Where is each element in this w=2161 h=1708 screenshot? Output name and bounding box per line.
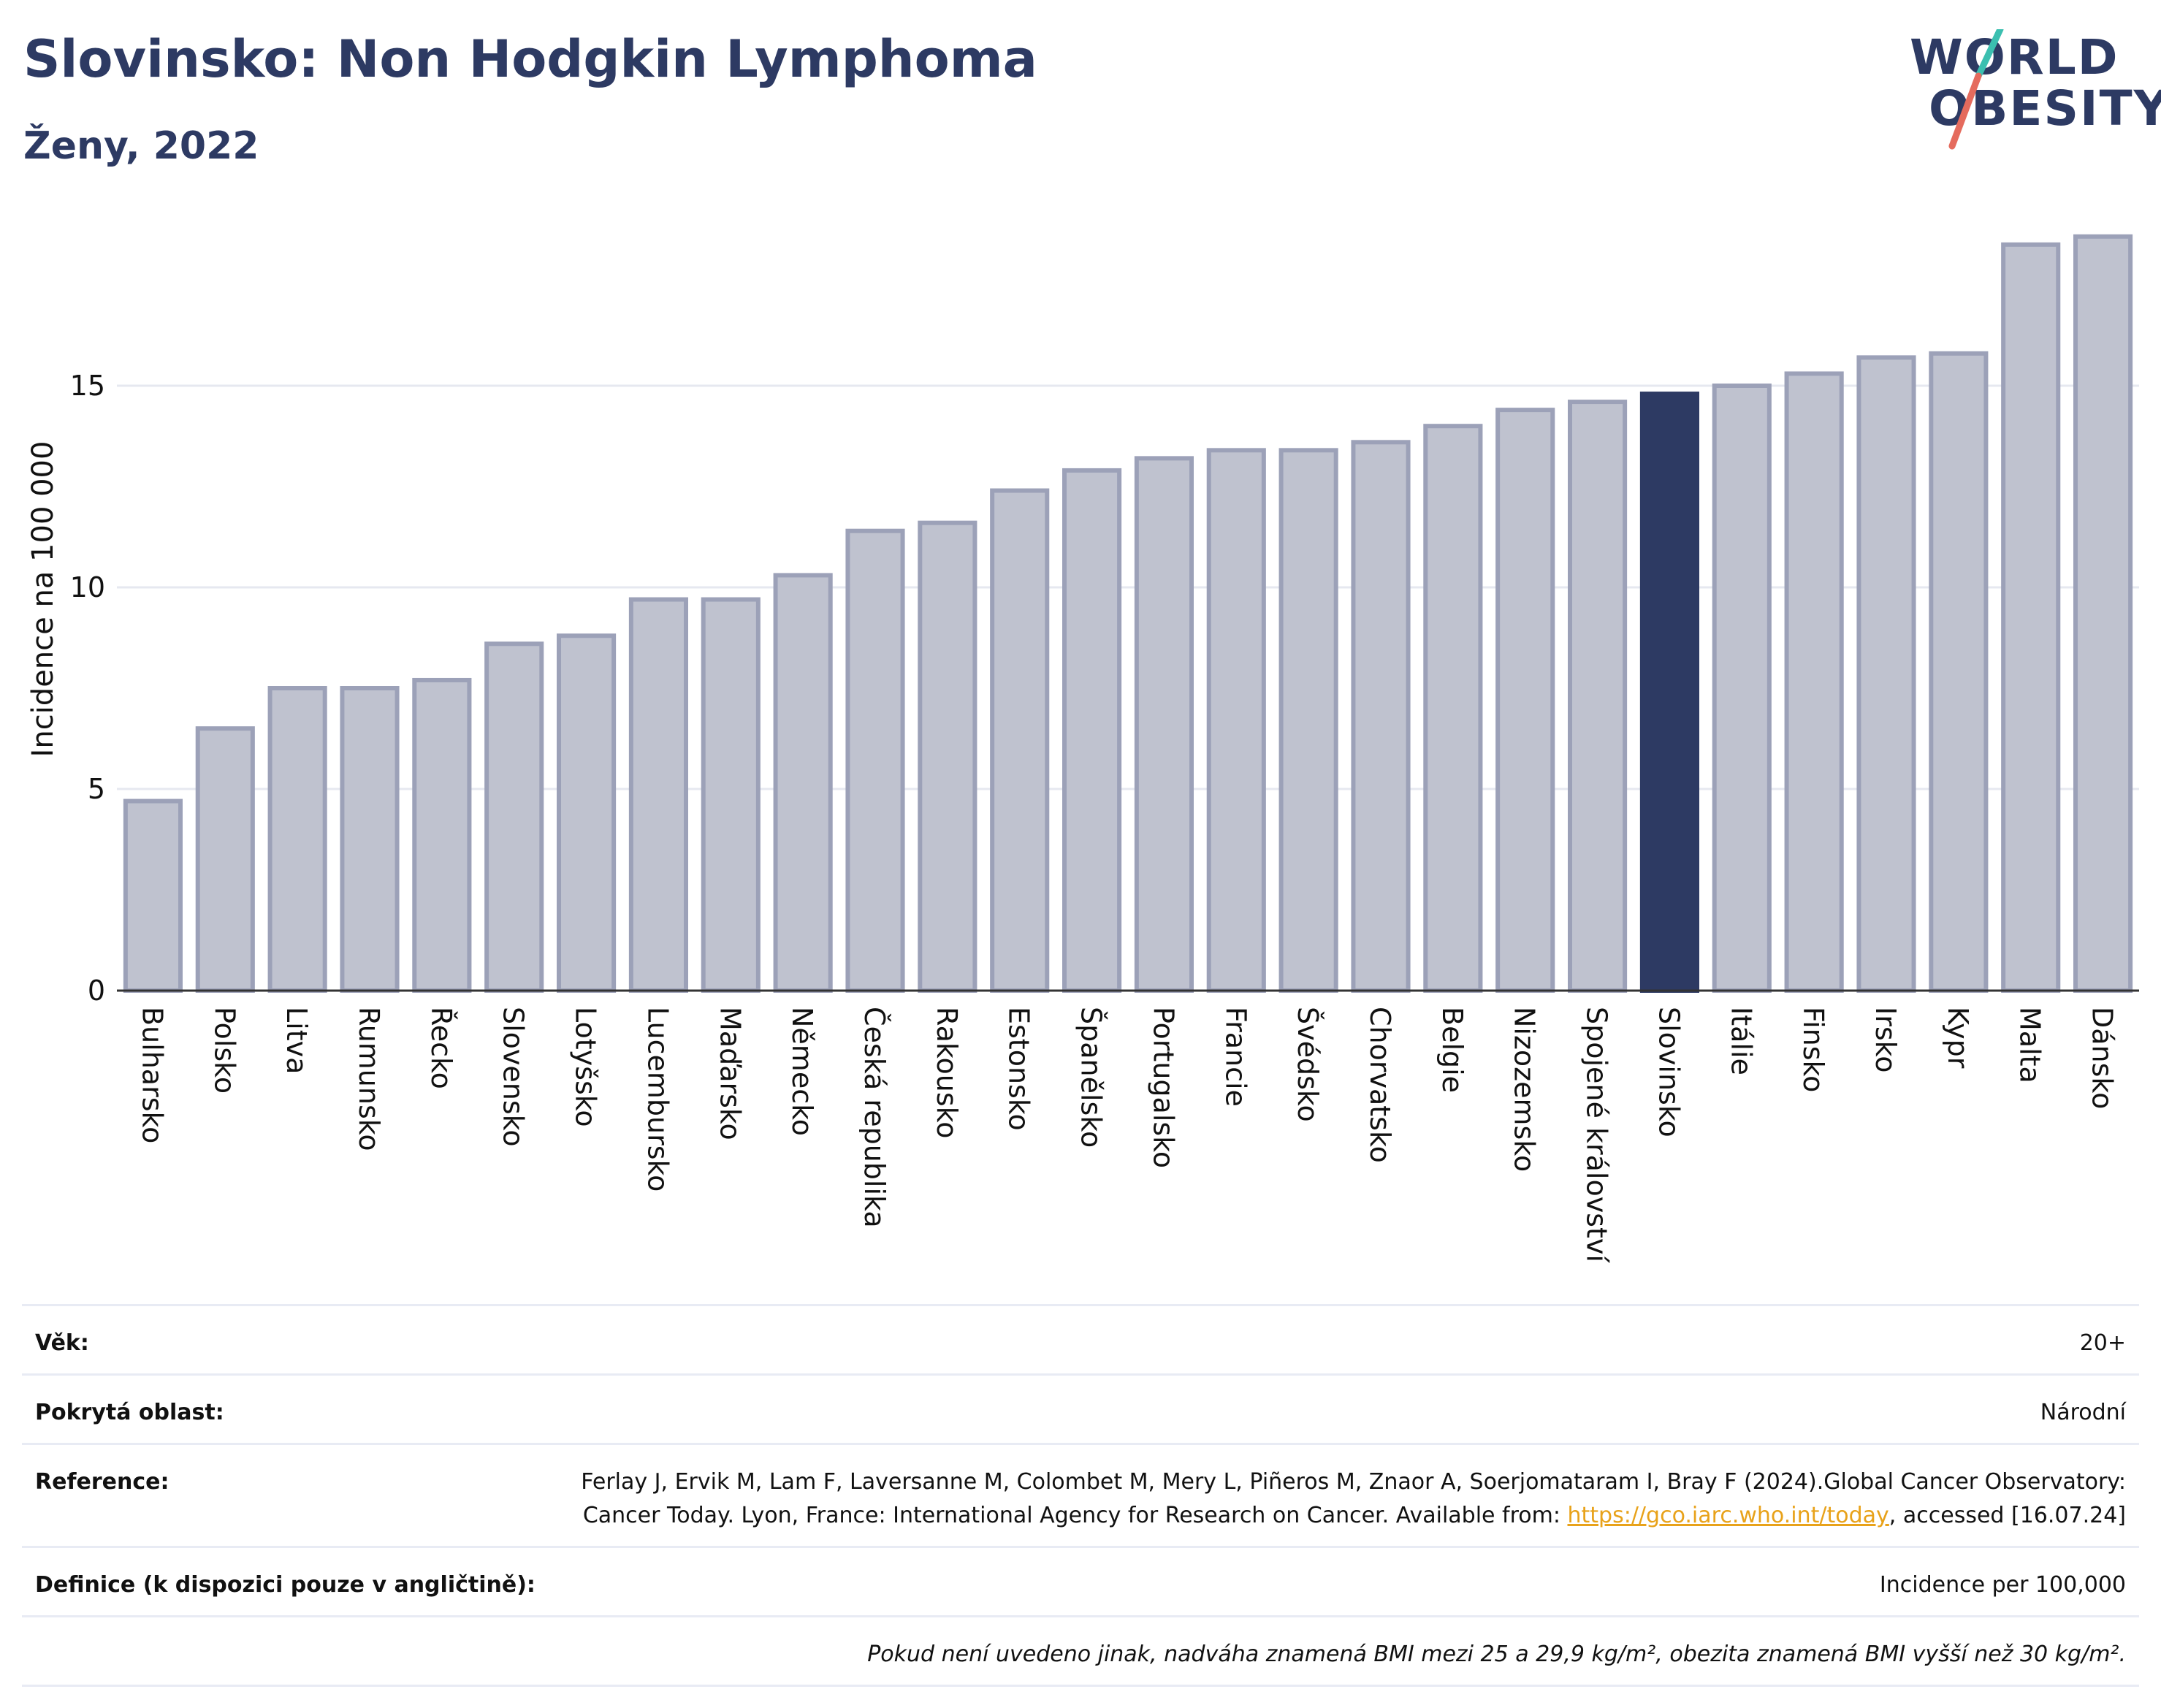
x-tick-label: Lucembursko: [641, 1007, 674, 1192]
bar-malta: [2001, 242, 2061, 993]
reference-accessed: , accessed [16.07.24]: [1889, 1503, 2126, 1528]
info-row-reference: Reference: Ferlay J, Ervik M, Lam F, Lav…: [22, 1443, 2139, 1546]
reference-text: Ferlay J, Ervik M, Lam F, Laversanne M, …: [581, 1469, 2126, 1528]
x-tick-label: Francie: [1219, 1007, 1251, 1107]
bar-chart: 0 5 10 15 Bulharsko Polsko Litva Rumunsko Řecko…: [26, 234, 2139, 1263]
logo-word-world: WORLD: [1910, 29, 2119, 85]
info-label-reference: Reference:: [35, 1469, 169, 1495]
chart-title: Slovinsko: Non Hodgkin Lymphoma: [23, 29, 1037, 89]
x-tick-label: Portugalsko: [1147, 1007, 1179, 1168]
bar-švédsko: [1278, 448, 1338, 993]
x-tick-label: Litva: [281, 1007, 313, 1074]
x-tick-label: Bulharsko: [136, 1007, 168, 1143]
info-table: Věk: 20+ Pokrytá oblast: Národní Referen…: [22, 1304, 2139, 1687]
y-tick-label: 5: [88, 773, 105, 805]
y-tick-label: 0: [88, 975, 105, 1007]
bar-bulharsko: [123, 798, 183, 994]
x-tick-label: Švédsko: [1292, 1007, 1324, 1122]
bar-dánsko: [2073, 234, 2133, 993]
x-tick-label: Itálie: [1725, 1007, 1757, 1075]
bar-nizozemsko: [1495, 408, 1555, 993]
info-value-coverage: Národní: [2040, 1400, 2126, 1425]
x-tick-label: Rumunsko: [353, 1007, 385, 1151]
x-tick-labels: Bulharsko Polsko Litva Rumunsko Řecko Slovens…: [136, 1007, 2118, 1263]
x-tick-label: Belgie: [1436, 1007, 1468, 1093]
bar-finsko: [1784, 371, 1844, 993]
x-tick-label: Dánsko: [2086, 1007, 2119, 1109]
bar-maďarsko: [701, 597, 761, 993]
y-tick-label: 10: [70, 571, 105, 603]
x-tick-label: Španělsko: [1075, 1007, 1108, 1148]
x-tick-label: Slovinsko: [1653, 1007, 1685, 1137]
x-tick-label: Německo: [786, 1007, 818, 1136]
bar-německo: [773, 573, 833, 993]
bar-slovinsko: [1639, 392, 1699, 993]
logo-slash-icon: [1948, 29, 2004, 150]
info-row-coverage: Pokrytá oblast: Národní: [22, 1373, 2139, 1443]
info-value-age: 20+: [2079, 1330, 2126, 1356]
x-tick-label: Maďarsko: [714, 1007, 746, 1140]
info-row-note: Pokud není uvedeno jinak, nadváha znamen…: [22, 1615, 2139, 1687]
bmi-note: Pokud není uvedeno jinak, nadváha znamen…: [867, 1642, 2126, 1667]
x-tick-label: Řecko: [425, 1007, 457, 1089]
bar-rumunsko: [340, 686, 400, 993]
y-tick-labels: 0 5 10 15: [70, 370, 105, 1007]
x-tick-label: Kypr: [1942, 1007, 1974, 1069]
x-tick-label: Estonsko: [1003, 1007, 1035, 1131]
y-tick-label: 15: [70, 370, 105, 402]
bar-španělsko: [1062, 468, 1122, 993]
x-tick-label: Malta: [2014, 1007, 2046, 1083]
bar-česká-republika: [845, 528, 905, 993]
bar-belgie: [1423, 424, 1483, 993]
y-axis-label: Incidence na 100 000: [26, 441, 60, 758]
x-tick-label: Polsko: [208, 1007, 240, 1094]
info-label-definition: Definice (k dispozici pouze v angličtině…: [35, 1572, 536, 1598]
bars: [117, 234, 2139, 994]
bar-rakousko: [918, 520, 977, 993]
chart-subtitle: Ženy, 2022: [23, 124, 259, 168]
bar-portugalsko: [1134, 456, 1194, 993]
x-tick-label: Česká republika: [858, 1007, 891, 1228]
bar-estonsko: [990, 488, 1050, 993]
x-tick-label: Chorvatsko: [1364, 1007, 1396, 1163]
reference-link[interactable]: https://gco.iarc.who.int/today: [1567, 1503, 1889, 1528]
bar-slovensko: [484, 641, 544, 994]
bar-řecko: [412, 677, 472, 994]
bar-itálie: [1712, 384, 1772, 993]
bar-polsko: [195, 726, 255, 993]
info-label-coverage: Pokrytá oblast:: [35, 1400, 224, 1425]
info-value-definition: Incidence per 100,000: [1879, 1572, 2126, 1598]
info-value-reference: Ferlay J, Ervik M, Lam F, Laversanne M, …: [519, 1465, 2126, 1533]
x-tick-label: Finsko: [1797, 1007, 1829, 1092]
world-obesity-logo: WORLD OBESITY: [1899, 29, 2161, 153]
x-tick-label: Spojené království: [1581, 1007, 1613, 1263]
x-tick-label: Nizozemsko: [1509, 1007, 1541, 1172]
info-row-age: Věk: 20+: [22, 1304, 2139, 1373]
x-tick-label: Rakousko: [931, 1007, 963, 1139]
bar-francie: [1206, 448, 1266, 993]
x-tick-label: Slovensko: [498, 1007, 530, 1147]
bar-lotyšsko: [557, 633, 617, 993]
x-tick-label: Irsko: [1870, 1007, 1902, 1073]
x-tick-label: Lotyšsko: [570, 1007, 602, 1127]
bar-litva: [267, 686, 327, 993]
bar-lucembursko: [628, 597, 688, 993]
info-row-definition: Definice (k dispozici pouze v angličtině…: [22, 1546, 2139, 1615]
bar-irsko: [1856, 355, 1916, 993]
bar-chorvatsko: [1351, 440, 1411, 993]
info-label-age: Věk:: [35, 1330, 89, 1356]
bar-spojené-království: [1568, 400, 1628, 993]
bar-kypr: [1929, 351, 1989, 993]
